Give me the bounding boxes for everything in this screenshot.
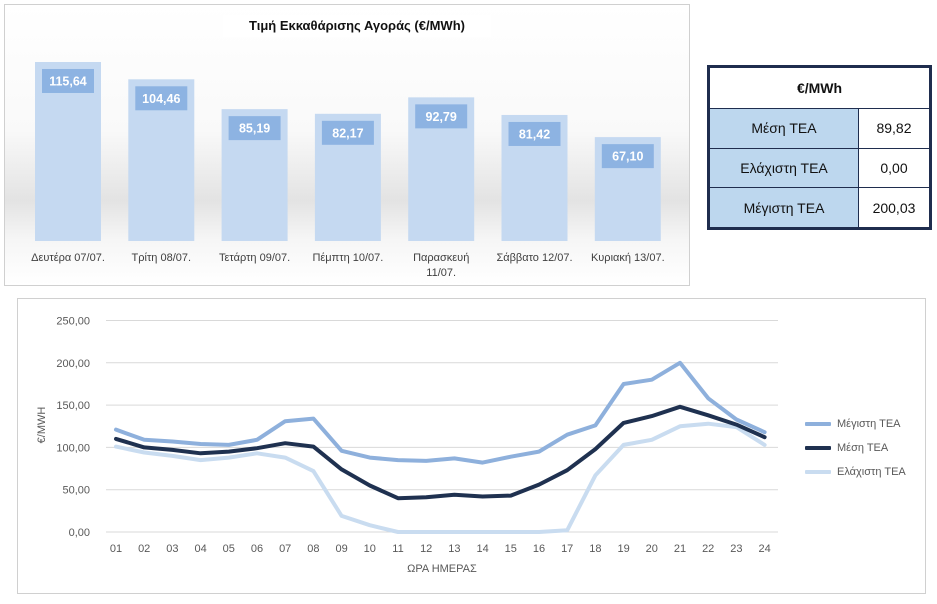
series-line-min: [114, 421, 767, 534]
x-tick-label: 24: [758, 543, 770, 555]
x-tick-label: 07: [279, 543, 291, 555]
x-tick-label: 13: [448, 543, 460, 555]
x-tick-label: 19: [617, 543, 629, 555]
stats-row-min: Ελάχιστη ΤΕΑ 0,00: [709, 147, 930, 189]
bar-data-label: 85,19: [239, 122, 270, 136]
stats-label: Μέση ΤΕΑ: [709, 108, 859, 149]
x-tick-label: 12: [420, 543, 432, 555]
legend-swatch-avg: [805, 446, 831, 450]
x-tick-label: 11: [392, 543, 403, 555]
x-tick-label: 23: [730, 543, 742, 555]
stats-value: 89,82: [858, 108, 930, 149]
x-tick-label: 14: [476, 543, 488, 555]
x-tick-label: 18: [589, 543, 601, 555]
bar-category-label: Τρίτη 08/07.: [132, 252, 192, 264]
legend-item-min: Ελάχιστη ΤΕΑ: [805, 466, 906, 478]
bar-category-label: Κυριακή 13/07.: [591, 252, 665, 264]
bar-data-label-box: [42, 68, 94, 93]
bar-category-label: Παρασκευή: [413, 252, 469, 264]
x-tick-label: 10: [364, 543, 376, 555]
bar-data-label-box: [508, 121, 561, 146]
x-tick-label: 20: [646, 543, 658, 555]
line-chart: 0,00 50,00 100,00 150,00 200,00 250,00 01 02 03 0…: [36, 316, 778, 575]
legend-swatch-min: [805, 470, 831, 474]
x-tick-label: 16: [533, 543, 545, 555]
legend-label-avg: Μέση ΤΕΑ: [837, 442, 889, 454]
bar-chart: 115,64 Δευτέρα 07/07. 104,46 Τρίτη 08/07. 85…: [31, 61, 665, 279]
y-tick-label: 250,00: [56, 316, 90, 328]
x-tick-label: 17: [561, 543, 573, 555]
series-line-max: [114, 360, 767, 465]
bar-category-label: 11/07.: [426, 267, 456, 279]
legend-item-max: Μέγιστη ΤΕΑ: [805, 418, 901, 430]
bar-data-label-box: [321, 120, 374, 145]
x-axis-title: ΩΡΑ ΗΜΕΡΑΣ: [407, 563, 477, 575]
bar-data-label-box: [601, 144, 654, 169]
y-axis-title: €/MWH: [36, 407, 48, 444]
bar-category-label: Πέμπτη 10/07.: [312, 252, 383, 264]
x-tick-label: 09: [335, 543, 347, 555]
x-tick-label: 01: [110, 543, 122, 555]
legend-label-max: Μέγιστη ΤΕΑ: [837, 418, 901, 430]
series-line-avg: [114, 404, 767, 501]
x-tick-label: 04: [194, 543, 206, 555]
legend-swatch-max: [805, 422, 831, 426]
legend-item-avg: Μέση ΤΕΑ: [805, 442, 888, 454]
y-tick-label: 0,00: [69, 527, 90, 539]
bar-category-label: Δευτέρα 07/07.: [31, 252, 105, 264]
bar-data-label: 104,46: [142, 92, 180, 106]
x-tick-label: 08: [307, 543, 319, 555]
x-tick-label: 06: [251, 543, 263, 555]
stats-value: 0,00: [858, 147, 930, 189]
bar-data-label-box: [135, 86, 188, 111]
y-tick-label: 150,00: [56, 400, 90, 412]
bar-category-label: Σάββατο 12/07.: [496, 252, 572, 264]
bar-data-label: 92,79: [426, 110, 457, 124]
legend-label-min: Ελάχιστη ΤΕΑ: [837, 466, 906, 478]
stats-label: Μέγιστη ΤΕΑ: [709, 187, 859, 228]
bar-chart-title: Τιμή Εκκαθάρισης Αγοράς (€/MWh): [223, 15, 491, 37]
x-tick-label: 21: [674, 543, 686, 555]
x-tick-label: 03: [166, 543, 178, 555]
x-tick-label: 05: [223, 543, 235, 555]
x-tick-label: 15: [505, 543, 517, 555]
x-tick-label: 22: [702, 543, 714, 555]
stats-header: €/MWh: [709, 67, 930, 109]
y-tick-label: 200,00: [56, 358, 90, 370]
bar-data-label: 115,64: [49, 74, 87, 88]
bar-chart-panel: 115,64 Δευτέρα 07/07. 104,46 Τρίτη 08/07. 85…: [4, 4, 690, 286]
stats-label: Ελάχιστη ΤΕΑ: [709, 147, 859, 189]
bar-data-label-box: [415, 104, 468, 129]
stats-row-avg: Μέση ΤΕΑ 89,82: [709, 108, 930, 149]
stats-value: 200,03: [858, 187, 930, 228]
bar-data-label: 82,17: [332, 126, 363, 140]
y-tick-label: 50,00: [62, 485, 90, 497]
stats-row-max: Μέγιστη ΤΕΑ 200,03: [709, 187, 930, 228]
line-chart-panel: 0,00 50,00 100,00 150,00 200,00 250,00 01 02 03 0…: [17, 298, 926, 594]
bar-category-label: Τετάρτη 09/07.: [219, 252, 290, 264]
bar-data-label-box: [228, 116, 281, 141]
x-tick-label: 02: [138, 543, 150, 555]
bar-data-label: 67,10: [612, 150, 643, 164]
stats-table: €/MWh Μέση ΤΕΑ 89,82 Ελάχιστη ΤΕΑ 0,00 Μ…: [707, 65, 932, 230]
y-tick-label: 100,00: [56, 442, 90, 454]
bar-data-label: 81,42: [519, 127, 550, 141]
